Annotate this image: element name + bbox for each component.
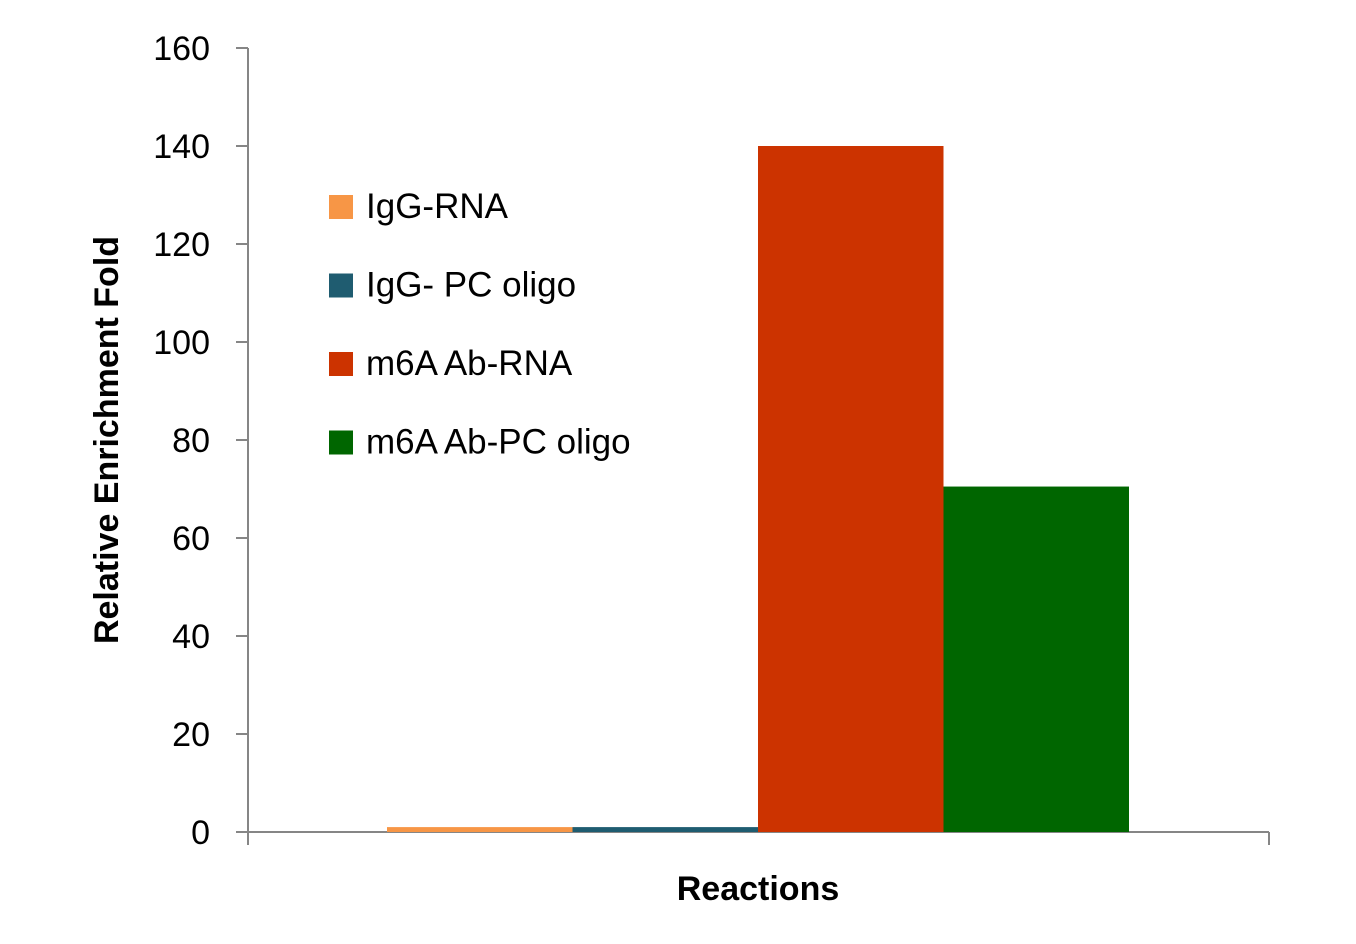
y-tick-label: 0 <box>191 814 210 852</box>
y-tick-label: 40 <box>172 618 210 656</box>
legend-label: IgG- PC oligo <box>366 266 576 305</box>
legend-swatch <box>329 195 353 219</box>
y-tick-label: 20 <box>172 716 210 754</box>
y-tick-label: 60 <box>172 520 210 558</box>
x-axis-title: Reactions <box>677 870 840 908</box>
y-tick-label: 100 <box>153 324 210 362</box>
bar-2 <box>572 827 758 832</box>
y-axis-title: Relative Enrichment Fold <box>88 236 126 644</box>
legend-swatch <box>329 352 353 376</box>
bar-4 <box>943 486 1129 832</box>
bars <box>387 146 1129 832</box>
legend-swatch <box>329 430 353 455</box>
legend-label: IgG-RNA <box>366 187 509 226</box>
legend: IgG-RNA IgG- PC oligo m6A Ab-RNA m6A Ab-PC … <box>329 187 631 462</box>
legend-label: m6A Ab-RNA <box>366 344 573 383</box>
y-ticks: 0 20 40 60 80 100 120 140 160 <box>153 30 248 852</box>
y-tick-label: 160 <box>153 30 210 68</box>
legend-swatch <box>329 273 353 298</box>
legend-label: m6A Ab-PC oligo <box>366 423 631 462</box>
y-tick-label: 140 <box>153 128 210 166</box>
y-tick-label: 80 <box>172 422 210 460</box>
bar-1 <box>387 827 573 832</box>
bar-3 <box>758 146 944 832</box>
y-tick-label: 120 <box>153 226 210 264</box>
y-axis: 0 20 40 60 80 100 120 140 160 <box>153 30 249 852</box>
x-axis <box>247 831 1270 845</box>
